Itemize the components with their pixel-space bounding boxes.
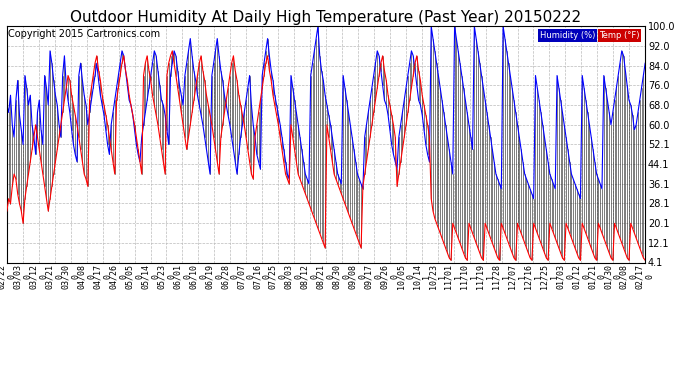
Text: Copyright 2015 Cartronics.com: Copyright 2015 Cartronics.com bbox=[8, 28, 160, 39]
Title: Outdoor Humidity At Daily High Temperature (Past Year) 20150222: Outdoor Humidity At Daily High Temperatu… bbox=[70, 10, 582, 25]
Text: Temp (°F): Temp (°F) bbox=[599, 31, 640, 40]
Text: Humidity (%): Humidity (%) bbox=[540, 31, 595, 40]
